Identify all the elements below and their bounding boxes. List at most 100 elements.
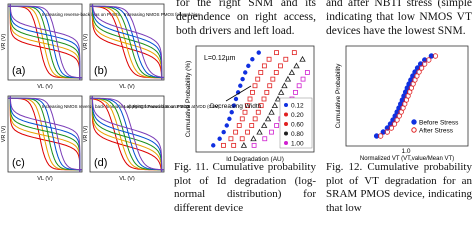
legend-label: After Stress — [419, 128, 454, 135]
axis-label: Id Degradation (AU) — [226, 156, 284, 163]
data-marker — [373, 133, 380, 139]
data-marker — [288, 69, 296, 75]
data-marker — [255, 109, 261, 115]
legend-marker — [284, 112, 288, 117]
axis-label: VL (V) — [119, 176, 135, 182]
axis-label: VL (V) — [119, 84, 135, 90]
data-marker — [262, 136, 268, 142]
plot-frame — [7, 95, 83, 173]
plot-frame — [195, 45, 315, 153]
data-marker — [268, 108, 275, 115]
legend-marker — [284, 122, 288, 126]
body-text: for the right SNM and its dependence on … — [176, 0, 316, 37]
data-marker — [281, 82, 288, 89]
data-marker — [417, 61, 424, 67]
data-marker — [229, 110, 234, 115]
legend-marker — [411, 119, 417, 125]
legend-label: 0.60 — [291, 122, 304, 129]
data-marker — [384, 129, 390, 135]
data-marker — [256, 50, 261, 55]
data-marker — [250, 57, 255, 62]
panel-label: (a) — [12, 65, 25, 77]
data-marker — [266, 56, 272, 62]
page: (a) Increasing reverse-back bias on PMOS V… — [0, 0, 474, 214]
transfer-curve — [91, 95, 163, 172]
data-marker — [245, 103, 250, 109]
transfer-curve — [8, 5, 82, 79]
data-marker — [269, 129, 274, 135]
data-marker — [231, 142, 237, 148]
data-marker — [291, 50, 297, 56]
data-marker — [239, 116, 245, 122]
data-marker — [296, 83, 302, 89]
data-marker — [273, 70, 279, 75]
data-marker — [293, 62, 300, 69]
data-marker — [224, 123, 229, 128]
data-marker — [261, 63, 267, 69]
data-marker — [243, 70, 248, 75]
transfer-curve — [8, 97, 82, 171]
data-marker — [249, 123, 255, 128]
data-marker — [418, 65, 425, 71]
caption: Fig. 12. Cumulative probability plot of … — [326, 161, 472, 214]
transfer-curve — [9, 4, 81, 80]
annotation: Left NMOS Forward Source Bias — [124, 104, 190, 109]
data-marker — [391, 121, 398, 127]
figures: (a) Increasing reverse-back bias on PMOS V… — [1, 3, 469, 182]
legend-label: 1.00 — [291, 141, 304, 148]
data-marker — [264, 89, 270, 95]
data-marker — [251, 142, 257, 148]
data-marker — [299, 55, 306, 62]
data-marker — [421, 61, 428, 67]
tick-label: 1.0 — [401, 148, 410, 155]
legend-label: 0.80 — [291, 131, 304, 138]
data-marker — [247, 96, 253, 102]
data-marker — [250, 89, 255, 95]
data-marker — [261, 96, 267, 102]
data-marker — [211, 143, 216, 148]
data-marker — [231, 103, 237, 108]
data-marker — [221, 129, 226, 135]
data-marker — [394, 117, 400, 123]
data-marker — [267, 83, 273, 89]
panel-label: (c) — [12, 157, 25, 169]
legend-label: Before Stress — [419, 120, 459, 127]
annotation: Increasing NMOS PMOS forward bias — [124, 12, 201, 17]
axis-label: Cumulative Probability (%) — [185, 61, 192, 138]
data-marker — [277, 89, 285, 95]
annotation: L=0.12µm — [204, 55, 236, 62]
data-marker — [304, 70, 310, 75]
data-marker — [239, 136, 245, 142]
data-marker — [428, 53, 435, 59]
data-marker — [384, 125, 391, 131]
plot-frame — [7, 3, 83, 81]
data-marker — [388, 125, 395, 131]
legend-marker — [284, 103, 288, 107]
transfer-curve — [90, 5, 165, 78]
data-marker — [432, 53, 439, 59]
legend-label: 0.12 — [291, 103, 304, 110]
transfer-curve — [92, 3, 163, 80]
data-marker — [271, 102, 279, 109]
data-marker — [300, 76, 306, 82]
data-marker — [260, 122, 268, 128]
data-marker — [278, 63, 283, 69]
annotation: Increasing reverse-back bias on PMOS — [42, 12, 120, 17]
axis-label: Normalized VT (VT,value/Mean VT) — [360, 156, 454, 162]
data-marker — [284, 75, 292, 82]
data-marker — [250, 135, 257, 142]
data-marker — [422, 57, 428, 63]
data-marker — [233, 96, 239, 102]
transfer-curve — [9, 96, 81, 172]
data-marker — [256, 128, 263, 135]
data-marker — [414, 73, 420, 79]
data-marker — [293, 89, 298, 95]
data-marker — [416, 69, 422, 75]
body-text: and after NBTI stress (simple indicating… — [326, 0, 472, 37]
data-marker — [227, 116, 232, 122]
data-marker — [252, 116, 258, 122]
arrow — [225, 85, 252, 102]
data-marker — [236, 123, 242, 128]
axis-label: Cumulative Probability — [335, 63, 342, 128]
axis-label: VL (V) — [37, 176, 53, 182]
